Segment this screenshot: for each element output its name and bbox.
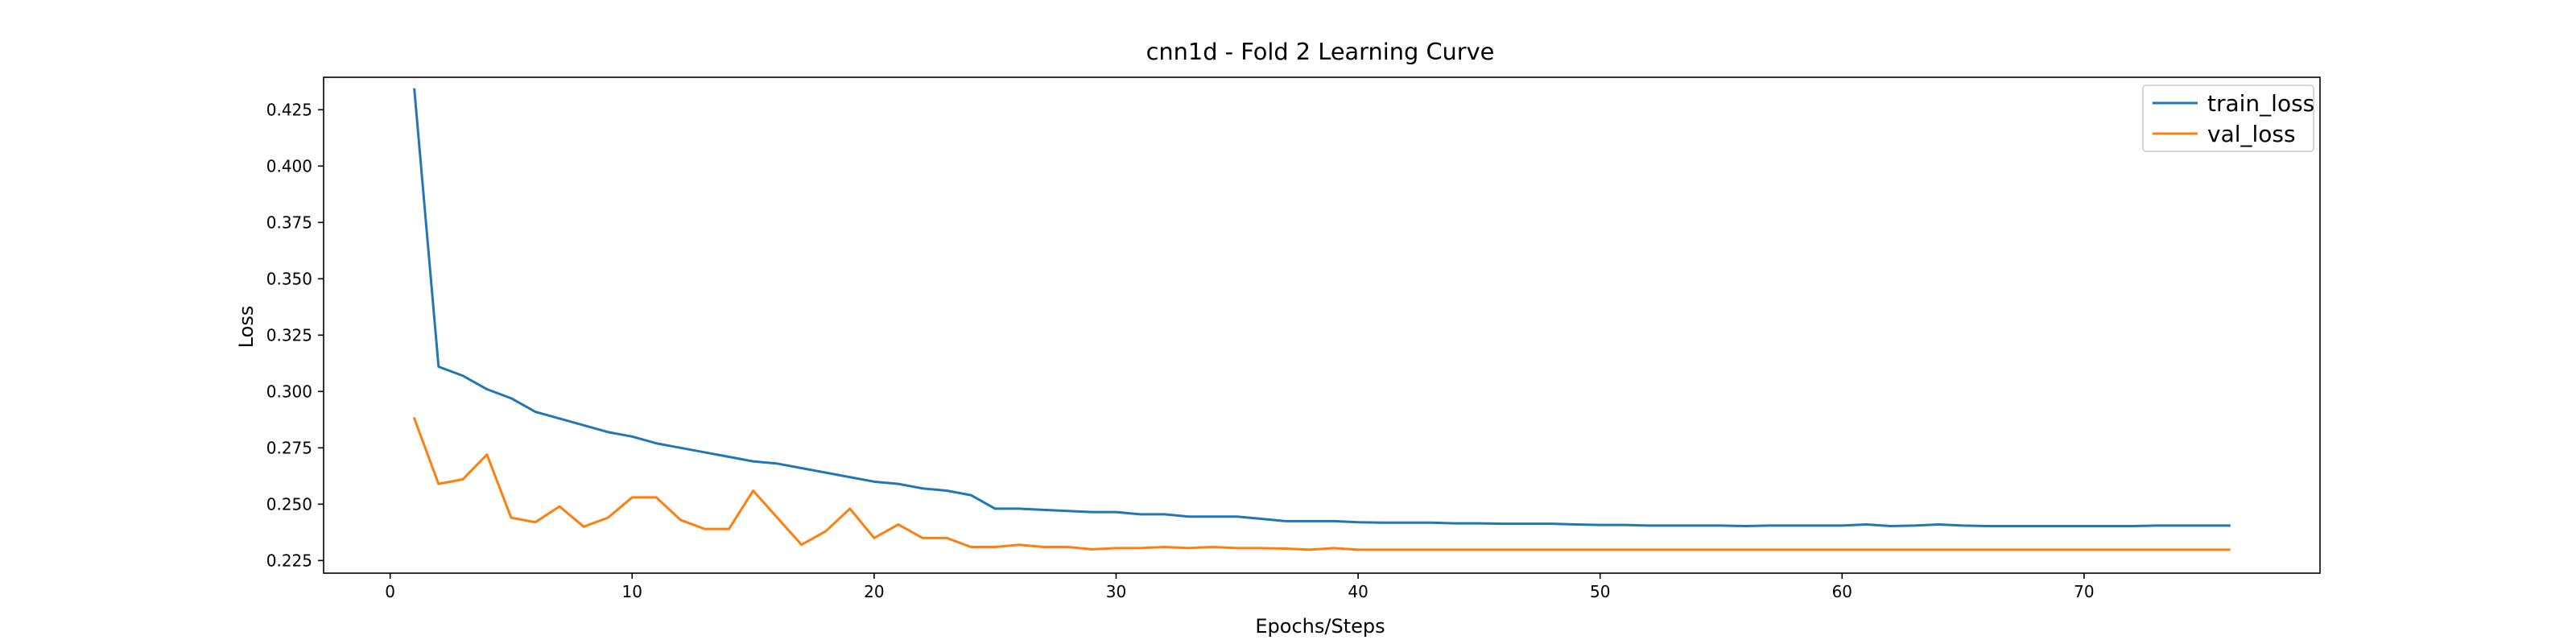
x-tick-label: 60 [1832, 582, 1852, 601]
y-tick-label: 0.425 [266, 100, 312, 119]
y-tick-label: 0.400 [266, 156, 312, 175]
y-axis-label: Loss [235, 306, 258, 349]
series-lines [412, 88, 2231, 551]
y-tick-label: 0.300 [266, 382, 312, 401]
chart-title: cnn1d - Fold 2 Learning Curve [1146, 38, 1495, 65]
y-tick-label: 0.325 [266, 325, 312, 345]
plot-area: 0 10 20 30 40 50 60 70 0.225 0.250 0.275 0.300 0.32… [266, 76, 2321, 601]
x-tick-label: 0 [385, 582, 395, 601]
x-tick-label: 10 [622, 582, 642, 601]
legend-label-train-loss: train_loss [2207, 90, 2314, 117]
y-tick-label: 0.375 [266, 213, 312, 232]
y-tick-label: 0.225 [266, 551, 312, 570]
x-axis-label: Epochs/Steps [1255, 615, 1385, 638]
x-tick-label: 20 [864, 582, 884, 601]
plot-frame [323, 76, 2321, 574]
y-tick-label: 0.350 [266, 269, 312, 288]
x-tick-label: 70 [2074, 582, 2094, 601]
series-line-val-loss [412, 416, 2231, 551]
legend-label-val-loss: val_loss [2207, 121, 2296, 147]
x-tick-label: 50 [1590, 582, 1610, 601]
x-tick-label: 40 [1348, 582, 1368, 601]
series-line-train-loss [413, 88, 2231, 527]
y-tick-label: 0.275 [266, 438, 312, 457]
legend: train_loss val_loss [2142, 85, 2314, 152]
x-axis: 0 10 20 30 40 50 60 70 [385, 573, 2095, 601]
y-axis: 0.225 0.250 0.275 0.300 0.325 0.350 0.375 0.400… [266, 100, 324, 570]
x-tick-label: 30 [1106, 582, 1126, 601]
y-tick-label: 0.250 [266, 494, 312, 514]
